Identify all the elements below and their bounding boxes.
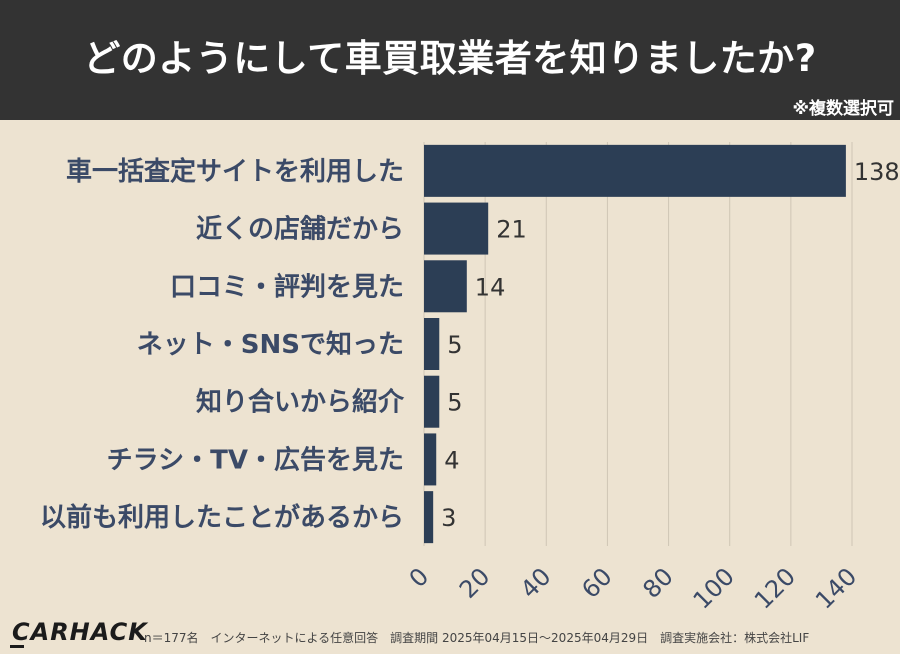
bar: [424, 202, 489, 255]
bar: [424, 491, 434, 544]
value-label: 21: [496, 216, 527, 244]
x-tick-labels: 0 20 40 60 80 100 120 140: [404, 562, 863, 614]
multiple-choice-note: ※複数選択可: [792, 99, 894, 119]
title-banner: どのようにして車買取業者を知りましたか? ※複数選択可: [0, 0, 900, 120]
x-tick-label: 0: [404, 562, 435, 593]
x-tick-label: 80: [637, 562, 678, 603]
category-label: 知り合いから紹介: [196, 387, 405, 418]
category-label: 口コミ・評判を見た: [170, 271, 404, 302]
bar: [424, 318, 440, 370]
value-label: 138: [854, 158, 900, 186]
value-label: 5: [447, 331, 462, 359]
category-label: チラシ・TV・広告を見た: [107, 444, 404, 475]
value-label: 14: [475, 273, 506, 301]
chart-title: どのようにして車買取業者を知りましたか?: [83, 37, 817, 80]
bars: [424, 144, 846, 544]
category-label: 近くの店舗だから: [196, 215, 404, 245]
logo-underline: [10, 645, 24, 648]
x-tick-label: 60: [576, 562, 617, 603]
x-tick-label: 20: [454, 562, 495, 603]
bar: [424, 433, 437, 486]
value-label: 3: [441, 504, 456, 532]
category-labels: 車一括査定サイトを利用した近くの店舗だから口コミ・評判を見たネット・SNSで知っ…: [40, 156, 405, 533]
x-tick-label: 120: [749, 562, 801, 614]
footer: CARHACK n＝177名 インターネットによる任意回答 調査期間 2025年…: [0, 612, 900, 654]
x-tick-label: 40: [515, 562, 556, 603]
value-label: 4: [444, 446, 459, 474]
category-label: ネット・SNSで知った: [137, 330, 404, 360]
bar: [424, 375, 440, 428]
bar: [424, 144, 846, 197]
value-label: 5: [447, 389, 462, 417]
x-tick-label: 100: [688, 562, 740, 614]
bar: [424, 260, 467, 313]
value-labels: 138 21 14 5 5 4 3: [441, 158, 900, 532]
x-tick-label: 140: [810, 562, 862, 614]
category-label: 以前も利用したことがあるから: [40, 502, 404, 533]
survey-footnote: n＝177名 インターネットによる任意回答 調査期間 2025年04月15日～2…: [144, 631, 810, 645]
category-label: 車一括査定サイトを利用した: [66, 156, 404, 187]
carhack-logo: CARHACK: [12, 618, 148, 646]
